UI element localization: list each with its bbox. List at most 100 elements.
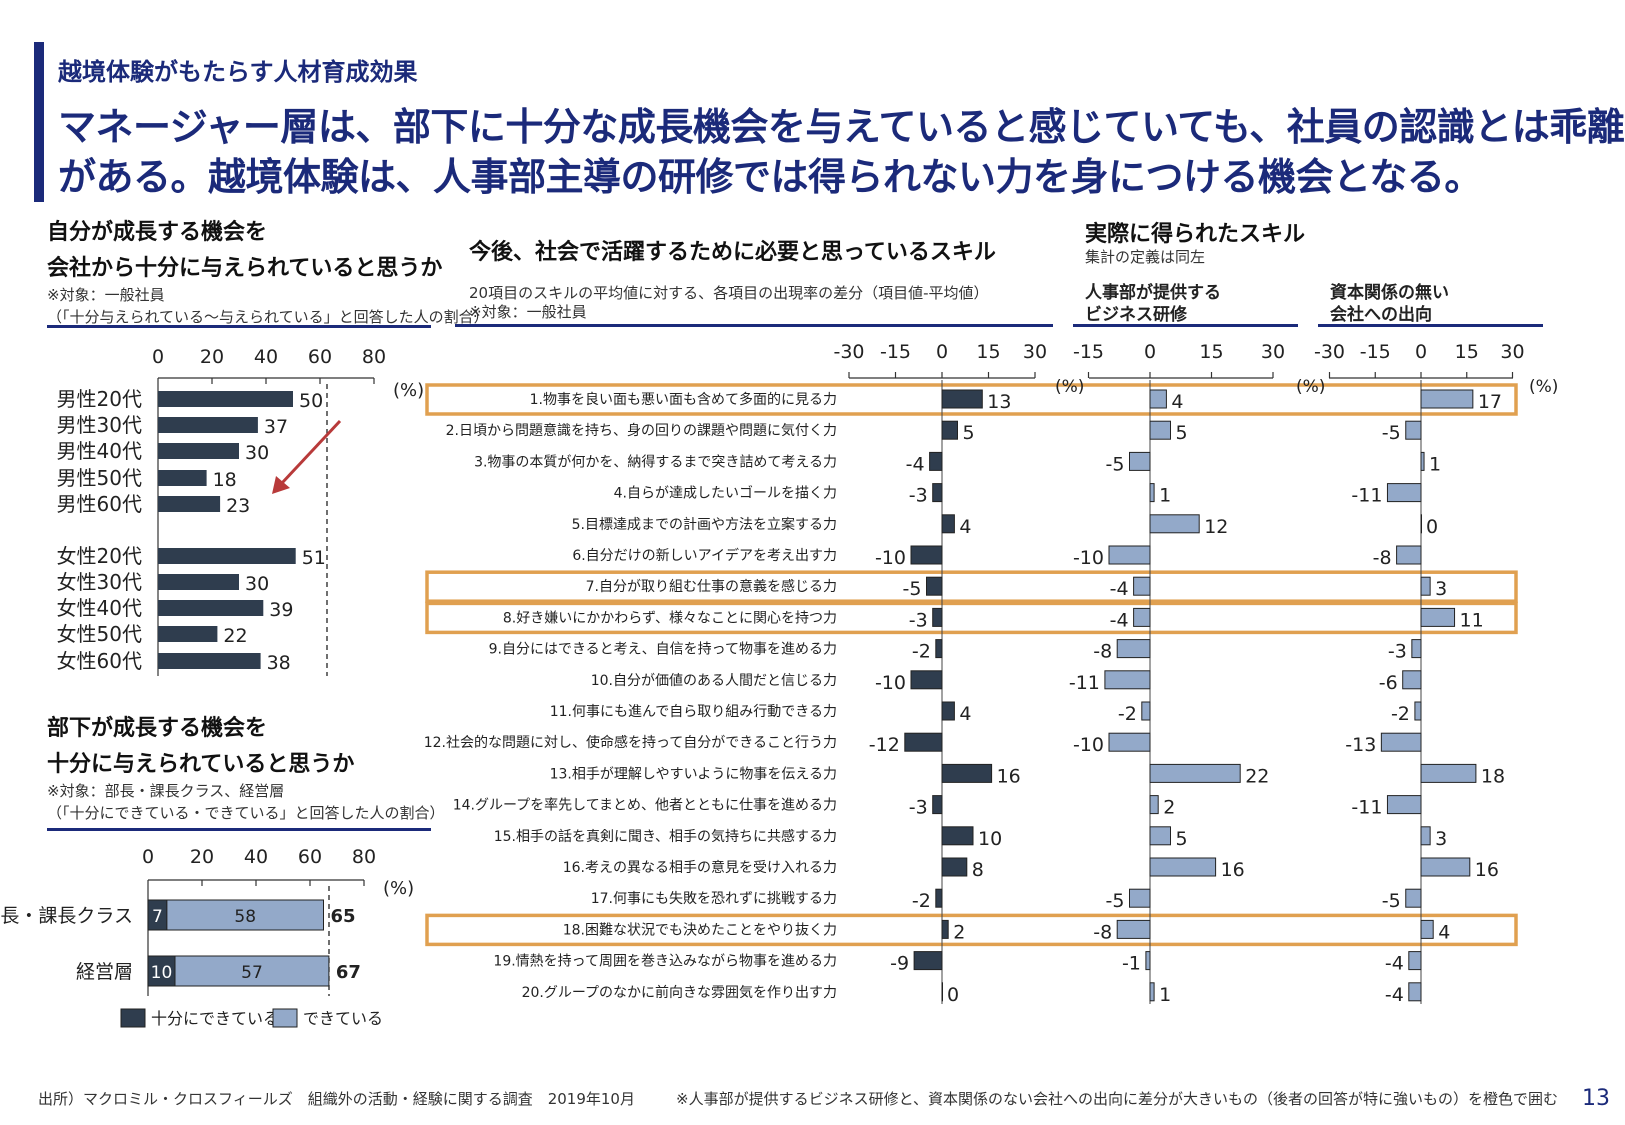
page-headline-line2: がある。越境体験は、人事部主導の研修では得られない力を身につける機会となる。 xyxy=(58,155,1482,199)
secondment-value-label: 0 xyxy=(1426,516,1438,538)
needed-value-label: -3 xyxy=(909,485,928,507)
subordinate-full-value: 7 xyxy=(152,907,163,927)
page-headline-line1: マネージャー層は、部下に十分な成長機会を与えていると感じていても、社員の認識とは… xyxy=(58,105,1625,149)
growth-value-label: 30 xyxy=(245,442,269,464)
training-value-label: 16 xyxy=(1221,859,1245,881)
training-value-label: -1 xyxy=(1122,953,1141,975)
decline-arrow-shaft xyxy=(280,419,342,485)
growth-category-label: 女性20代 xyxy=(57,544,142,568)
training-bar xyxy=(1129,451,1151,471)
growth-value-label: 39 xyxy=(269,599,293,621)
subordinate-bar-full xyxy=(147,955,176,987)
training-value-label: 22 xyxy=(1245,765,1269,787)
needed-value-label: -2 xyxy=(912,890,931,912)
secondment-value-label: -6 xyxy=(1379,672,1398,694)
highlight-box xyxy=(425,383,1518,416)
subordinate-category-label: 経営層 xyxy=(76,961,133,983)
needed-tick-label: -15 xyxy=(880,341,911,363)
secondment-bar xyxy=(1386,795,1422,815)
subordinate-panel-title-2: 十分に与えられていると思うか xyxy=(47,752,355,777)
skill-category-label: 20.グループのなかに前向きな雰囲気を作り出す力 xyxy=(522,984,837,1001)
needed-bar xyxy=(941,701,955,721)
training-value-label: -4 xyxy=(1110,578,1129,600)
training-bar xyxy=(1145,951,1151,971)
training-value-label: 2 xyxy=(1163,797,1175,819)
needed-bar xyxy=(935,639,943,659)
page-subtitle: 越境体験がもたらす人材育成効果 xyxy=(58,58,418,86)
subordinate-bar-partial xyxy=(174,955,330,987)
skill-category-label: 1.物事を良い面も悪い面も含めて多面的に見る力 xyxy=(530,391,837,408)
secondment-bar xyxy=(1420,857,1471,877)
needed-value-label: 10 xyxy=(978,828,1002,850)
skills-panel-note-2: ※対象：一般社員 xyxy=(469,303,587,321)
secondment-bar xyxy=(1420,826,1431,846)
needed-value-label: -12 xyxy=(869,734,900,756)
training-tick-label: 15 xyxy=(1199,341,1223,363)
acquired-panel-note: 集計の定義は同左 xyxy=(1085,248,1206,266)
secondment-bar xyxy=(1402,670,1422,690)
training-value-label: 4 xyxy=(1171,391,1183,413)
highlight-box xyxy=(425,601,1518,635)
skill-category-label: 4.自らが達成したいゴールを描く力 xyxy=(614,485,837,502)
decline-arrow-head xyxy=(272,476,290,494)
needed-value-label: 2 xyxy=(953,921,965,943)
secondment-value-label: -4 xyxy=(1385,953,1404,975)
needed-value-label: 16 xyxy=(997,765,1021,787)
subordinate-panel-rule xyxy=(47,828,431,831)
subordinate-tick-label: 40 xyxy=(244,846,268,868)
needed-bar xyxy=(926,576,943,596)
growth-panel-title-1: 自分が成長する機会を xyxy=(47,220,268,245)
secondment-value-label: -5 xyxy=(1382,890,1401,912)
secondment-unit-label-right: (%) xyxy=(1529,377,1558,397)
growth-bar xyxy=(158,574,239,590)
growth-category-label: 女性30代 xyxy=(57,570,142,594)
training-value-label: -11 xyxy=(1069,672,1100,694)
growth-tick-label: 40 xyxy=(254,346,278,368)
skill-category-label: 12.社会的な問題に対し、使命感を持って自分ができること行う力 xyxy=(424,734,837,751)
training-tick-label: -15 xyxy=(1073,341,1104,363)
needed-bar xyxy=(941,919,949,939)
secondment-unit-label: (%) xyxy=(1296,377,1325,397)
secondment-value-label: 3 xyxy=(1435,828,1447,850)
training-bar xyxy=(1149,857,1217,877)
needed-bar xyxy=(904,732,943,752)
training-value-label: 5 xyxy=(1176,422,1188,444)
training-col-title-2: ビジネス研修 xyxy=(1085,305,1187,325)
needed-bar xyxy=(932,795,943,815)
skill-category-label: 2.日頃から問題意識を持ち、身の回りの課題や問題に気付く力 xyxy=(446,422,837,439)
growth-bar xyxy=(158,653,261,669)
secondment-bar xyxy=(1396,545,1422,565)
secondment-value-label: 18 xyxy=(1481,765,1505,787)
skill-category-label: 5.目標達成までの計画や方法を立案する力 xyxy=(572,516,837,533)
skills-panel-rule xyxy=(455,324,1053,327)
training-value-label: -10 xyxy=(1073,734,1104,756)
subordinate-category-label: 部長・課長クラス xyxy=(0,905,133,927)
growth-unit-label: (%) xyxy=(393,380,424,401)
needed-bar xyxy=(941,857,968,877)
training-bar xyxy=(1116,639,1151,659)
subordinate-total-value: 65 xyxy=(331,906,356,927)
skill-category-label: 7.自分が取り組む仕事の意義を感じる力 xyxy=(586,578,837,595)
needed-value-label: -3 xyxy=(909,797,928,819)
training-bar xyxy=(1149,389,1167,409)
training-bar xyxy=(1108,545,1151,565)
training-bar xyxy=(1149,763,1241,783)
secondment-tick-label: 0 xyxy=(1415,341,1427,363)
secondment-tick-label: -15 xyxy=(1360,341,1391,363)
growth-tick-label: 80 xyxy=(362,346,386,368)
growth-category-label: 女性60代 xyxy=(57,649,142,673)
needed-value-label: 4 xyxy=(959,703,971,725)
growth-tick-label: 0 xyxy=(152,346,164,368)
legend-swatch-full xyxy=(120,1008,146,1028)
skill-category-label: 18.困難な状況でも決めたことをやり抜く力 xyxy=(563,922,837,938)
training-bar xyxy=(1149,514,1200,534)
needed-value-label: -10 xyxy=(875,547,906,569)
subordinate-tick-label: 80 xyxy=(352,846,376,868)
secondment-value-label: 16 xyxy=(1475,859,1499,881)
skill-category-label: 15.相手の話を真剣に聞き、相手の気持ちに共感する力 xyxy=(494,828,837,845)
subordinate-bar-partial xyxy=(166,899,324,931)
growth-panel-rule xyxy=(47,325,431,328)
growth-bar xyxy=(158,496,221,512)
needed-value-label: -5 xyxy=(903,578,922,600)
